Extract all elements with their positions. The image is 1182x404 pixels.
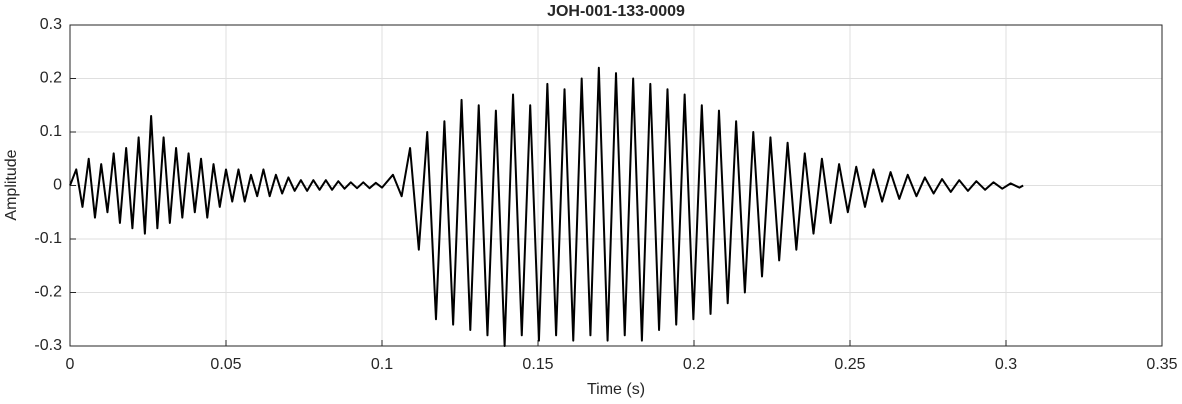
y-tick-label: -0.3 — [34, 337, 62, 354]
x-tick-label: 0.3 — [995, 356, 1017, 373]
y-axis-label: Amplitude — [3, 149, 20, 220]
x-tick-label: 0.15 — [522, 356, 553, 373]
y-tick-label: -0.1 — [34, 230, 62, 247]
chart-title: JOH-001-133-0009 — [547, 3, 685, 20]
x-axis-label: Time (s) — [587, 381, 645, 398]
y-tick-label: 0.3 — [40, 16, 62, 33]
y-tick-label: 0 — [53, 177, 62, 194]
waveform-line — [69, 66, 1024, 347]
y-tick-label: 0.2 — [40, 70, 62, 87]
y-tick-label: 0.1 — [40, 123, 62, 140]
x-tick-label: 0 — [66, 356, 75, 373]
x-tick-label: 0.1 — [371, 356, 393, 373]
x-tick-label: 0.05 — [210, 356, 241, 373]
x-tick-label: 0.25 — [834, 356, 865, 373]
x-tick-label: 0.35 — [1146, 356, 1177, 373]
y-tick-label: -0.2 — [34, 284, 62, 301]
x-tick-label: 0.2 — [683, 356, 705, 373]
